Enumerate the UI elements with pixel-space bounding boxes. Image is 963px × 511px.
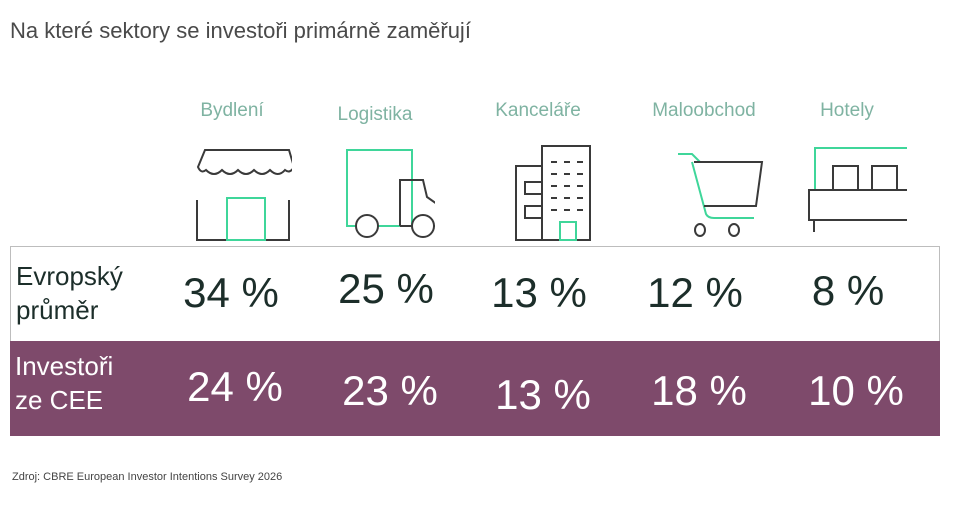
value-logistika: 25 % (338, 265, 434, 312)
sector-label-kancelare: Kanceláře (495, 100, 581, 121)
sector-label-hotely: Hotely (820, 100, 874, 121)
value-bydleni: 34 % (183, 269, 279, 316)
source-note: Zdroj: CBRE European Investor Intentions… (12, 471, 283, 483)
value-hotely: 10 % (808, 367, 904, 414)
sector-label-maloobchod: Maloobchod (652, 100, 756, 121)
sector-label-logistika: Logistika (337, 104, 413, 125)
sector-label-bydleni: Bydlení (200, 100, 264, 121)
row-label-line2: ze CEE (15, 385, 104, 415)
storefront-icon (157, 142, 307, 242)
truck-icon (300, 142, 450, 242)
value-kancelare: 13 % (495, 371, 591, 418)
row-label-line1: Investoři (15, 351, 114, 381)
office-building-icon (463, 142, 613, 242)
value-bydleni: 24 % (187, 363, 283, 410)
bed-icon (772, 142, 922, 242)
value-hotely: 8 % (811, 267, 885, 314)
value-kancelare: 13 % (491, 269, 587, 316)
shopping-cart-icon (629, 142, 779, 242)
page-title: Na které sektory se investoři primárně z… (10, 18, 471, 43)
european-average-row: Evropský průměr 34 % 25 % 13 % 12 % 8 % (10, 246, 940, 341)
row-label-line1: Evropský (16, 261, 123, 291)
row-label-cee-investors: Investoři ze CEE (15, 349, 113, 417)
row-label-european-average: Evropský průměr (16, 259, 123, 327)
value-logistika: 23 % (342, 367, 438, 414)
value-maloobchod: 18 % (651, 367, 747, 414)
value-maloobchod: 12 % (647, 269, 743, 316)
cee-investors-row: Investoři ze CEE 24 % 23 % 13 % 18 % 10 … (10, 341, 940, 436)
row-label-line2: průměr (16, 295, 99, 325)
